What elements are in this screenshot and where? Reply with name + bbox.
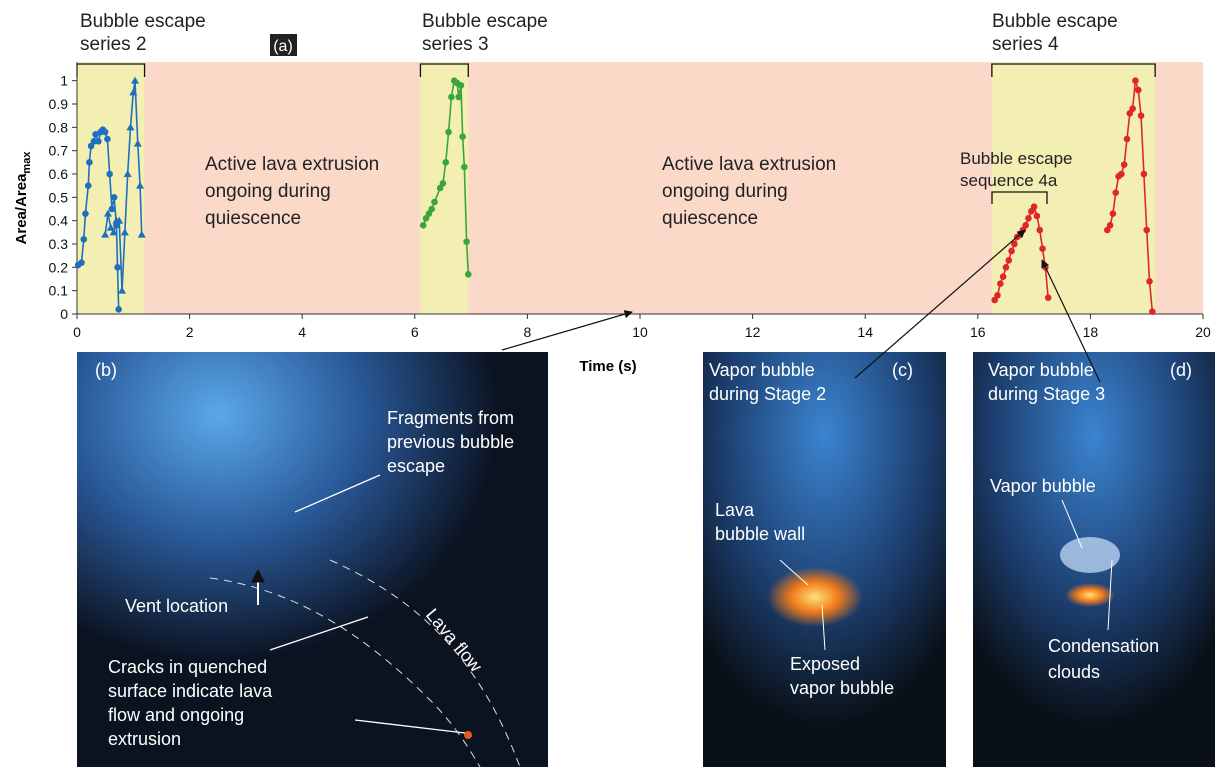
x-tick-label: 2 — [186, 324, 194, 340]
data-point — [445, 129, 452, 136]
data-point — [455, 94, 462, 101]
data-point — [111, 194, 118, 201]
data-point — [115, 306, 122, 313]
panel-label: (a) — [273, 38, 293, 55]
x-tick-label: 4 — [298, 324, 306, 340]
data-point — [440, 180, 447, 187]
y-axis-label: Area/Areamax — [13, 151, 33, 245]
figure: 00.10.20.30.40.50.60.70.80.9102468101214… — [0, 0, 1222, 767]
y-tick-label: 0.3 — [49, 236, 69, 252]
data-point — [994, 292, 1001, 299]
data-point — [1149, 308, 1156, 315]
x-tick-label: 16 — [970, 324, 986, 340]
data-point — [1107, 222, 1114, 229]
y-tick-label: 0.8 — [49, 119, 69, 135]
data-point — [78, 259, 85, 266]
data-point — [1141, 171, 1148, 178]
data-point — [95, 138, 102, 145]
panel-label: (b) — [95, 360, 117, 380]
data-point — [1005, 257, 1012, 264]
data-point — [104, 136, 111, 143]
data-point — [459, 133, 466, 140]
x-tick-label: 18 — [1083, 324, 1099, 340]
x-tick-label: 20 — [1195, 324, 1211, 340]
data-point — [448, 94, 455, 101]
annotation: Bubble escapeseries 2 — [80, 11, 206, 55]
data-point — [1039, 245, 1046, 252]
data-point — [1138, 112, 1145, 119]
data-point — [428, 206, 435, 213]
data-point — [1022, 222, 1029, 229]
y-tick-label: 1 — [60, 73, 68, 89]
data-point — [1036, 227, 1043, 234]
data-point — [1112, 189, 1119, 196]
data-point — [106, 171, 113, 178]
data-point — [431, 199, 438, 206]
x-tick-label: 0 — [73, 324, 81, 340]
data-point — [1143, 227, 1150, 234]
x-axis-label: Time (s) — [579, 358, 636, 375]
data-point — [1025, 215, 1032, 222]
data-point — [1003, 264, 1010, 271]
y-tick-label: 0.1 — [49, 283, 69, 299]
data-point — [1008, 248, 1015, 255]
data-point — [465, 271, 472, 278]
data-point — [1110, 210, 1117, 217]
data-point — [80, 236, 87, 243]
data-point — [1000, 273, 1007, 280]
y-tick-label: 0.7 — [49, 143, 69, 159]
data-point — [109, 206, 116, 213]
x-tick-label: 10 — [632, 324, 648, 340]
data-point — [82, 210, 89, 217]
photo-annotation: Vent location — [125, 596, 228, 616]
data-point — [1121, 161, 1128, 168]
y-tick-label: 0.5 — [49, 189, 69, 205]
y-tick-label: 0.6 — [49, 166, 69, 182]
x-tick-label: 6 — [411, 324, 419, 340]
x-tick-label: 14 — [857, 324, 873, 340]
y-tick-label: 0.4 — [49, 213, 69, 229]
y-tick-label: 0 — [60, 306, 68, 322]
data-point — [1146, 278, 1153, 285]
data-point — [997, 280, 1004, 287]
data-point — [1129, 105, 1136, 112]
photo-annotation: Vapor bubble — [990, 476, 1096, 496]
data-point — [1045, 294, 1052, 301]
data-point — [461, 164, 468, 171]
data-point — [420, 222, 427, 229]
data-point — [1135, 87, 1142, 94]
x-tick-label: 8 — [524, 324, 532, 340]
data-point — [463, 238, 470, 245]
y-tick-label: 0.2 — [49, 259, 69, 275]
y-tick-label: 0.9 — [49, 96, 69, 112]
data-point — [86, 159, 93, 166]
data-point — [1034, 213, 1041, 220]
data-point — [102, 129, 109, 136]
data-point — [114, 264, 121, 271]
data-point — [1124, 136, 1131, 143]
panel-label: (c) — [892, 360, 913, 380]
connector — [502, 312, 632, 350]
data-point — [1031, 203, 1038, 210]
data-point — [1118, 171, 1125, 178]
data-point — [442, 159, 449, 166]
data-point — [458, 82, 465, 89]
x-tick-label: 12 — [745, 324, 761, 340]
photo-d: Vapor bubbleduring Stage 3 (d) Vapor bub… — [973, 352, 1215, 767]
data-point — [1132, 77, 1139, 84]
data-point — [85, 182, 92, 189]
panel-label: (d) — [1170, 360, 1192, 380]
